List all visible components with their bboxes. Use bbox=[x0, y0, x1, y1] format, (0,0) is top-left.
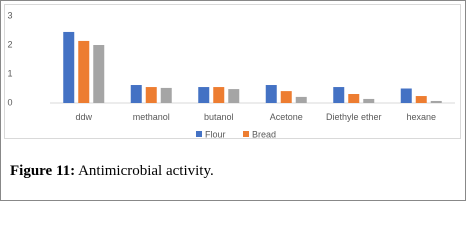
legend-label: Bread bbox=[252, 129, 276, 139]
bar bbox=[145, 87, 157, 103]
bar bbox=[228, 89, 240, 103]
x-tick-label: Acetone bbox=[269, 112, 303, 122]
y-tick-label: 1 bbox=[7, 68, 12, 78]
bar bbox=[78, 40, 90, 103]
y-tick-label: 0 bbox=[7, 97, 12, 107]
bar bbox=[160, 87, 172, 103]
y-tick-label: 3 bbox=[7, 10, 12, 20]
chart: 0 1 2 3 Flour Bread bbox=[0, 0, 466, 201]
x-tick-label: hexane bbox=[406, 112, 437, 122]
x-tick-label: Diethyle ether bbox=[325, 112, 382, 122]
legend-swatch bbox=[243, 131, 249, 137]
legend-label: Flour bbox=[205, 129, 226, 139]
bar bbox=[93, 45, 105, 103]
chart-frame bbox=[4, 4, 461, 139]
figure-caption: Figure 11: Antimicrobial activity. bbox=[10, 163, 214, 180]
bar bbox=[198, 87, 210, 103]
bar bbox=[400, 88, 412, 103]
legend-swatch bbox=[196, 131, 202, 137]
y-tick-label: 2 bbox=[7, 39, 12, 49]
x-tick-label: ddw bbox=[75, 112, 92, 122]
bar bbox=[333, 87, 345, 103]
bar bbox=[415, 96, 427, 103]
legend-clip bbox=[5, 139, 460, 147]
bar bbox=[63, 31, 75, 104]
figure: 0 1 2 3 Flour Bread Figure 11: Antimicrobial … bbox=[0, 0, 466, 201]
bar bbox=[430, 100, 442, 103]
bar bbox=[213, 87, 225, 103]
bar bbox=[130, 85, 142, 103]
x-tick-label: methanol bbox=[132, 112, 170, 122]
bar bbox=[265, 85, 277, 103]
bar bbox=[280, 91, 292, 103]
bar bbox=[295, 96, 307, 103]
bar bbox=[348, 94, 360, 103]
caption-label: Figure 11: bbox=[10, 163, 76, 179]
x-tick-label: butanol bbox=[203, 112, 234, 122]
bar bbox=[363, 98, 375, 103]
caption-text: Antimicrobial activity. bbox=[78, 163, 214, 179]
